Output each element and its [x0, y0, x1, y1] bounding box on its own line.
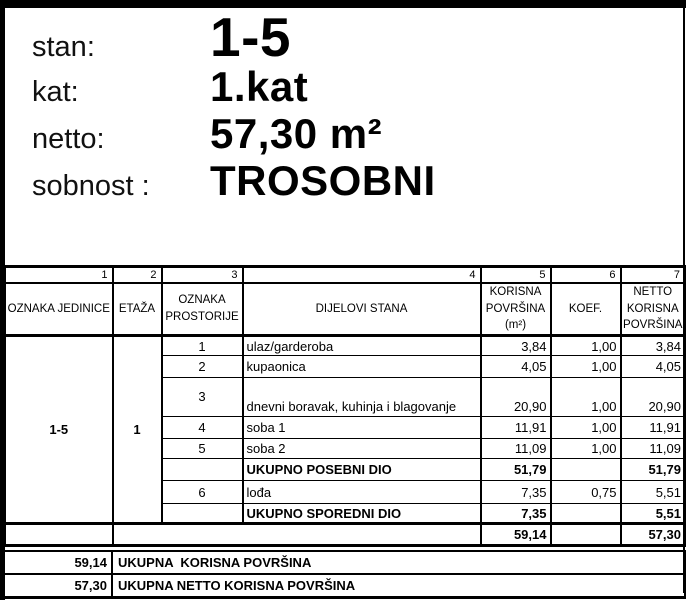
- koef-cell: 1,00: [549, 416, 622, 440]
- area-cell: 7,35: [479, 480, 552, 505]
- room-number-cell: 2: [160, 355, 244, 379]
- total-netto-cell: 57,30: [619, 522, 686, 548]
- floor-cell: 1: [111, 335, 163, 525]
- subtotal-label-cell: UKUPNO SPOREDNI DIO: [241, 503, 482, 525]
- subtotal-row-posebni: UKUPNO POSEBNI DIO 51,79 51,79: [5, 458, 686, 482]
- netto-cell: 20,90: [619, 377, 686, 418]
- col-header-dijelovi-stana: DIJELOVI STANA: [241, 282, 482, 338]
- summary-value: 57,30: [3, 573, 113, 599]
- netto-cell: 4,05: [619, 355, 686, 379]
- area-table: 1 2 3 4 5 6 7 OZNAKA JEDINICE ETAŽA OZNA…: [3, 265, 686, 548]
- netto-cell: 11,91: [619, 416, 686, 440]
- unit-id-cell: 1-5: [3, 335, 114, 525]
- netto-cell: 11,09: [619, 438, 686, 460]
- info-row-stan: stan: 1-5: [32, 10, 291, 65]
- column-number: 7: [619, 266, 686, 284]
- room-number-cell: 1: [160, 335, 244, 357]
- summary-label: UKUPNA NETTO KORISNA POVRŠINA: [111, 573, 686, 599]
- col-header-netto-korisna-povrsina: NETTO KORISNA POVRŠINA: [619, 282, 686, 338]
- room-name-cell: soba 2: [241, 438, 482, 460]
- info-row-netto: netto: 57,30 m²: [32, 113, 382, 156]
- empty-cell: [549, 522, 622, 548]
- room-number-cell: 4: [160, 416, 244, 440]
- koef-cell: 1,00: [549, 438, 622, 460]
- info-row-kat: kat: 1.kat: [32, 66, 308, 109]
- summary-value: 59,14: [3, 550, 113, 575]
- table-row: 1-5 1 1 ulaz/garderoba 3,84 1,00 3,84: [3, 335, 686, 525]
- area-cell: 3,84: [479, 335, 552, 357]
- koef-cell: 1,00: [549, 355, 622, 379]
- stan-value: 1-5: [210, 6, 291, 68]
- table-row: 5 soba 2 11,09 1,00 11,09: [5, 438, 686, 460]
- stan-label: stan:: [32, 31, 95, 63]
- summary-row: 57,30 UKUPNA NETTO KORISNA POVRŠINA: [3, 573, 686, 599]
- column-number: 2: [111, 266, 163, 284]
- koef-cell: 1,00: [549, 377, 622, 418]
- page-border-top: [0, 0, 686, 8]
- subtotal-label-cell: UKUPNO POSEBNI DIO: [241, 458, 482, 482]
- kat-label: kat:: [32, 76, 79, 108]
- room-number-cell: 3: [160, 377, 244, 418]
- sobnost-label: sobnost :: [32, 170, 150, 202]
- koef-cell: [549, 503, 622, 525]
- totals-row: 59,14 57,30: [3, 522, 686, 548]
- col-header-oznaka-prostorije: OZNAKA PROSTORIJE: [160, 282, 244, 338]
- area-cell: 51,79: [479, 458, 552, 482]
- area-cell: 20,90: [479, 377, 552, 418]
- column-number: 4: [241, 266, 482, 284]
- summary-row: 59,14 UKUPNA KORISNA POVRŠINA: [3, 550, 686, 575]
- kat-value: 1.kat: [210, 63, 309, 110]
- sobnost-value: TROSOBNI: [210, 157, 436, 204]
- room-number-cell: [160, 458, 244, 482]
- netto-cell: 51,79: [619, 458, 686, 482]
- netto-value: 57,30 m²: [210, 110, 383, 157]
- col-header-korisna-povrsina: KORISNA POVRŠINA (m²): [479, 282, 552, 338]
- room-name-cell: lođa: [241, 480, 482, 505]
- column-numbers-row: 1 2 3 4 5 6 7: [3, 266, 686, 284]
- area-cell: 11,91: [479, 416, 552, 440]
- info-row-sobnost: sobnost : TROSOBNI: [32, 160, 436, 203]
- room-name-cell: soba 1: [241, 416, 482, 440]
- room-number-cell: 5: [160, 438, 244, 460]
- room-name-cell: dnevni boravak, kuhinja i blagovanje: [241, 377, 482, 418]
- koef-cell: 0,75: [549, 480, 622, 505]
- room-name-cell: ulaz/garderoba: [241, 335, 482, 357]
- summary-table: 59,14 UKUPNA KORISNA POVRŠINA 57,30 UKUP…: [3, 550, 686, 599]
- room-number-cell: 6: [160, 480, 244, 505]
- netto-cell: 5,51: [619, 480, 686, 505]
- column-number: 6: [549, 266, 622, 284]
- col-header-etaza: ETAŽA: [111, 282, 163, 338]
- netto-cell: 5,51: [619, 503, 686, 525]
- summary-label: UKUPNA KORISNA POVRŠINA: [111, 550, 686, 575]
- column-number: 1: [3, 266, 114, 284]
- area-cell: 7,35: [479, 503, 552, 525]
- empty-cell: [111, 522, 482, 548]
- koef-cell: [549, 458, 622, 482]
- empty-cell: [3, 522, 114, 548]
- area-cell: 11,09: [479, 438, 552, 460]
- page-border-left: [0, 0, 5, 600]
- room-name-cell: kupaonica: [241, 355, 482, 379]
- netto-cell: 3,84: [619, 335, 686, 357]
- column-number: 5: [479, 266, 552, 284]
- area-cell: 4,05: [479, 355, 552, 379]
- koef-cell: 1,00: [549, 335, 622, 357]
- column-number: 3: [160, 266, 244, 284]
- table-row: 4 soba 1 11,91 1,00 11,91: [5, 416, 686, 440]
- col-header-oznaka-jedinice: OZNAKA JEDINICE: [3, 282, 114, 338]
- total-area-cell: 59,14: [479, 522, 552, 548]
- room-number-cell: [160, 503, 244, 525]
- netto-label: netto:: [32, 123, 105, 155]
- table-row: 2 kupaonica 4,05 1,00 4,05: [5, 355, 686, 379]
- table-row: 3 dnevni boravak, kuhinja i blagovanje 2…: [5, 377, 686, 418]
- col-header-koef: KOEF.: [549, 282, 622, 338]
- column-headers-row: OZNAKA JEDINICE ETAŽA OZNAKA PROSTORIJE …: [3, 282, 686, 338]
